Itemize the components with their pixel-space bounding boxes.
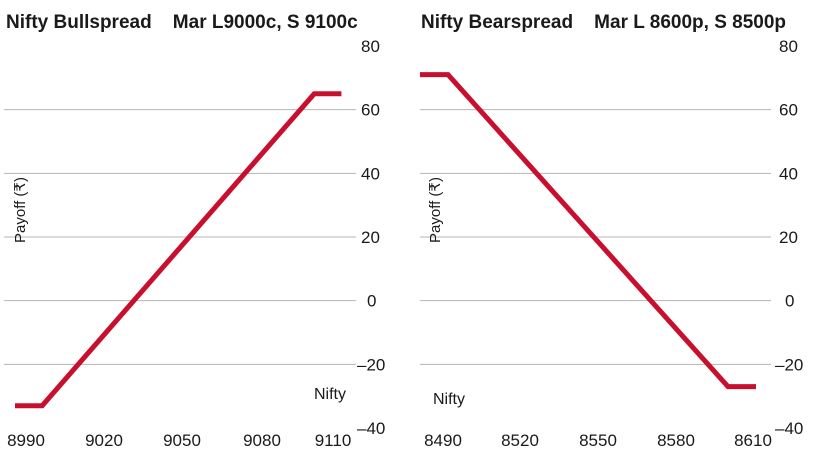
chart-title: Nifty Bullspread Mar L9000c, S 9100c: [6, 12, 358, 33]
y-axis-label: Payoff (₹): [427, 177, 444, 243]
y-tick-label: –20: [357, 355, 385, 374]
x-tick-label: 8610: [734, 431, 772, 450]
x-tick-label: 8490: [424, 431, 462, 450]
x-tick-label: 9050: [163, 431, 201, 450]
x-tick-label: 8520: [501, 431, 539, 450]
y-tick-label: –40: [357, 419, 385, 438]
y-tick-label: 20: [779, 228, 798, 247]
y-tick-label: 60: [779, 101, 798, 120]
y-tick-label: 0: [785, 292, 794, 311]
y-tick-label: 80: [779, 37, 798, 56]
x-tick-label: 9110: [315, 431, 352, 450]
y-tick-label: 40: [361, 164, 380, 183]
y-tick-label: 40: [779, 164, 798, 183]
payoff-line: [420, 72, 756, 390]
chart-title: Nifty Bearspread Mar L 8600p, S 8500p: [421, 12, 786, 33]
x-tick-label: 8550: [579, 431, 617, 450]
x-tick-label: 8580: [657, 431, 695, 450]
y-tick-label: –20: [775, 355, 803, 374]
x-axis-label: Nifty: [433, 391, 465, 408]
y-tick-label: 0: [367, 292, 376, 311]
x-tick-label: 9080: [243, 431, 281, 450]
y-axis-label: Payoff (₹): [12, 177, 29, 243]
y-tick-label: 80: [361, 37, 380, 56]
payoff-line: [15, 91, 342, 409]
x-tick-label: 8990: [7, 431, 45, 450]
bearspread-chart: Nifty Bearspread Mar L 8600p, S 8500p 80 6…: [420, 12, 803, 450]
y-tick-label: 20: [361, 228, 380, 247]
x-axis-label: Nifty: [314, 386, 346, 403]
y-tick-label: –40: [775, 419, 803, 438]
x-tick-label: 9020: [85, 431, 123, 450]
y-tick-label: 60: [361, 101, 380, 120]
